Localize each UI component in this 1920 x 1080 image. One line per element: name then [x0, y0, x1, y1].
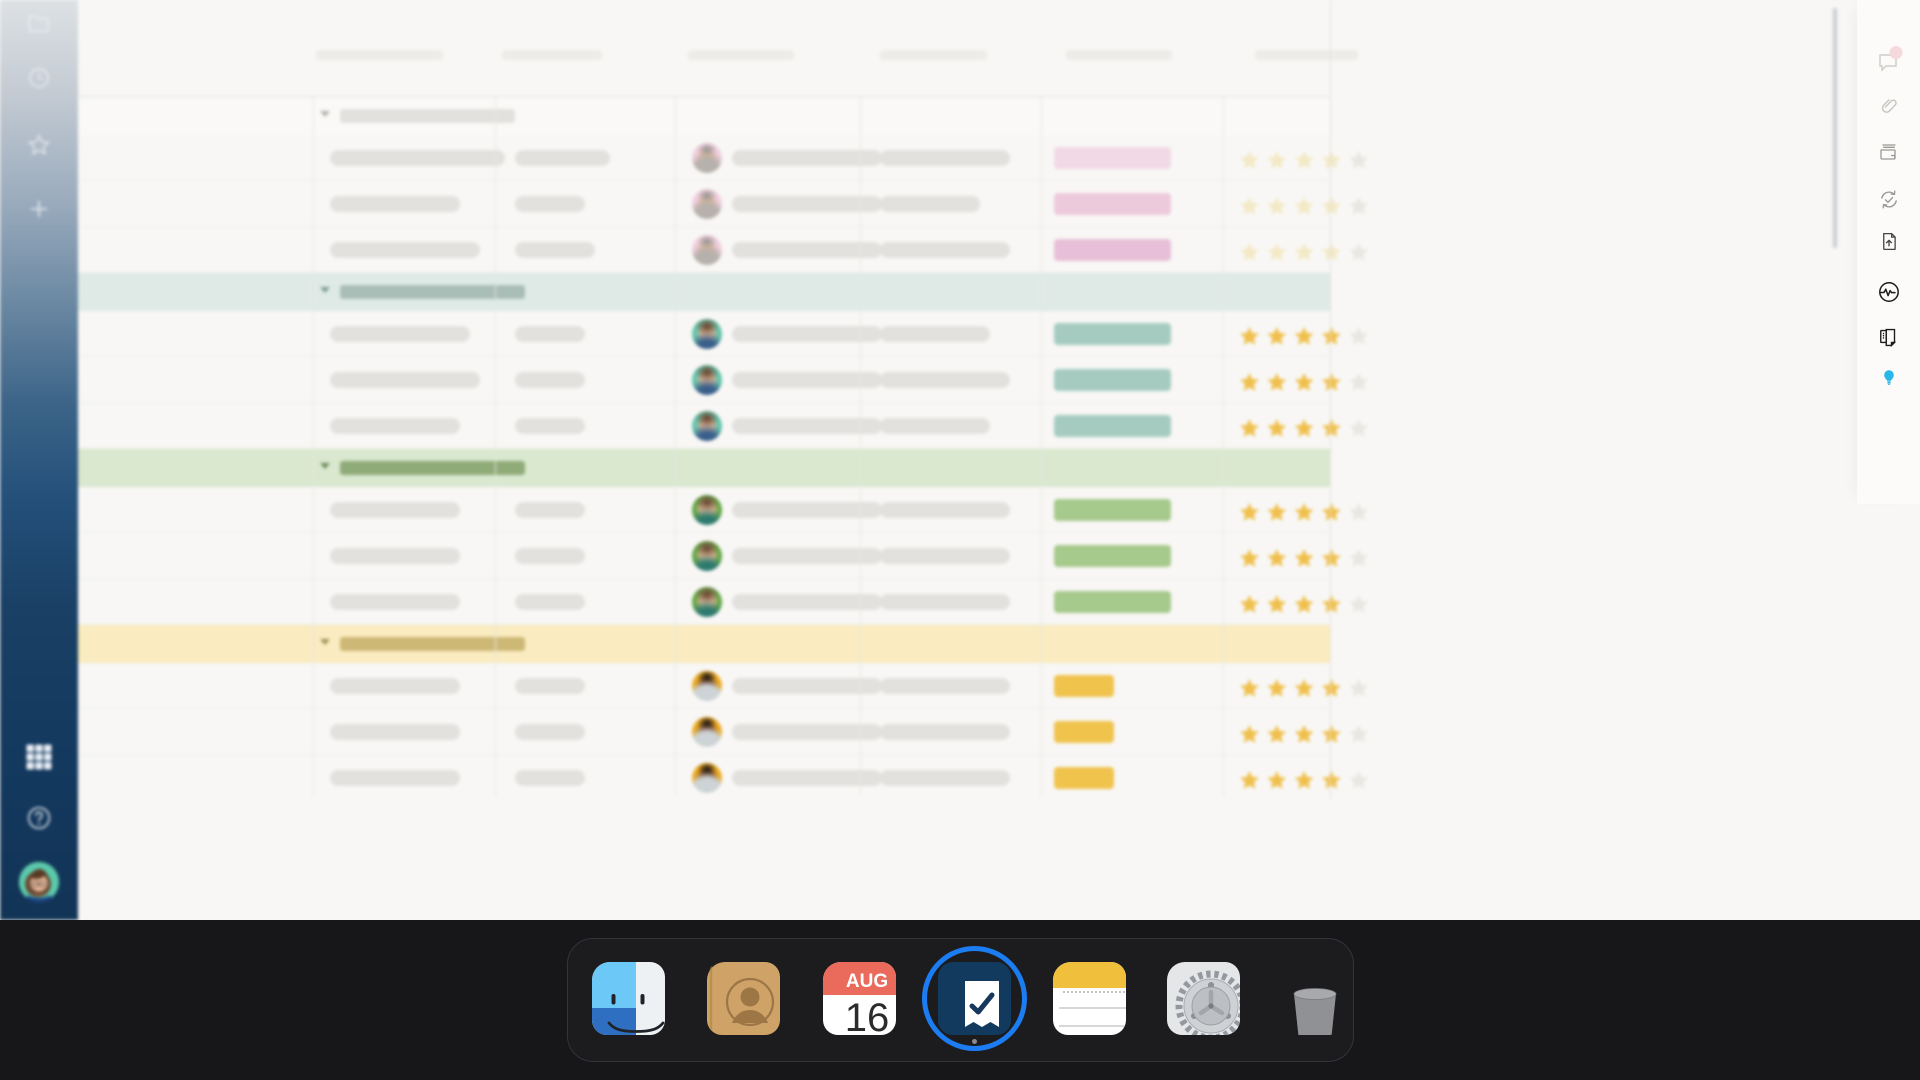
svg-text:16: 16: [845, 996, 890, 1035]
svg-text:AUG: AUG: [846, 971, 888, 992]
